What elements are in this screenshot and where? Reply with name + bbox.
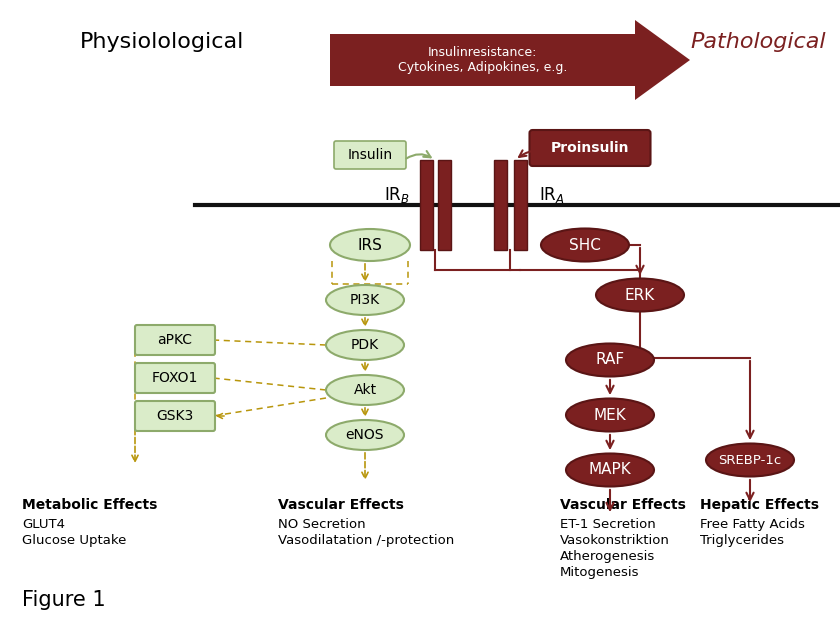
Ellipse shape [566,343,654,376]
Ellipse shape [326,375,404,405]
FancyArrowPatch shape [519,151,558,159]
FancyBboxPatch shape [135,401,215,431]
Text: IR$_B$: IR$_B$ [384,185,410,205]
Text: Vasodilatation /-protection: Vasodilatation /-protection [278,534,454,547]
Text: Figure 1: Figure 1 [22,590,106,610]
Text: GLUT4: GLUT4 [22,518,65,531]
Text: PDK: PDK [351,338,379,352]
Text: Pathological: Pathological [690,32,826,52]
Text: GSK3: GSK3 [156,409,194,423]
FancyArrowPatch shape [407,151,431,159]
Bar [494,160,507,250]
Ellipse shape [326,420,404,450]
Text: MEK: MEK [594,407,627,422]
Polygon shape [330,20,690,100]
Text: Vascular Effects: Vascular Effects [560,498,686,512]
FancyBboxPatch shape [334,141,406,169]
Text: ET-1 Secretion: ET-1 Secretion [560,518,656,531]
Text: SHC: SHC [569,238,601,253]
Text: RAF: RAF [596,353,625,368]
Bar [419,160,433,250]
Ellipse shape [566,399,654,432]
Bar [438,160,450,250]
Text: Hepatic Effects: Hepatic Effects [700,498,819,512]
Ellipse shape [596,279,684,312]
Text: Cytokines, Adipokines, e.g.: Cytokines, Adipokines, e.g. [398,62,567,75]
Text: FOXO1: FOXO1 [152,371,198,385]
FancyBboxPatch shape [135,363,215,393]
Text: IR$_A$: IR$_A$ [539,185,564,205]
Text: aPKC: aPKC [158,333,192,347]
Text: Akt: Akt [354,383,376,397]
Text: SREBP-1c: SREBP-1c [718,453,782,466]
Ellipse shape [566,453,654,486]
Text: MAPK: MAPK [589,463,632,478]
Text: ERK: ERK [625,287,655,302]
Ellipse shape [706,443,794,476]
Text: eNOS: eNOS [346,428,384,442]
Text: Proinsulin: Proinsulin [551,141,629,155]
Text: Glucose Uptake: Glucose Uptake [22,534,126,547]
Bar [513,160,527,250]
Ellipse shape [326,330,404,360]
Text: IRS: IRS [358,238,382,253]
Text: Mitogenesis: Mitogenesis [560,566,639,579]
Text: Vascular Effects: Vascular Effects [278,498,404,512]
Text: Metabolic Effects: Metabolic Effects [22,498,157,512]
Text: Free Fatty Acids: Free Fatty Acids [700,518,805,531]
Text: Vasokonstriktion: Vasokonstriktion [560,534,669,547]
Ellipse shape [326,285,404,315]
FancyBboxPatch shape [135,325,215,355]
Ellipse shape [330,229,410,261]
Text: Insulinresistance:: Insulinresistance: [428,47,538,60]
Ellipse shape [541,228,629,261]
Text: NO Secretion: NO Secretion [278,518,365,531]
FancyBboxPatch shape [529,130,650,166]
Text: PI3K: PI3K [350,293,380,307]
Text: Insulin: Insulin [348,148,392,162]
Text: Physiolological: Physiolological [80,32,244,52]
Text: Atherogenesis: Atherogenesis [560,550,655,563]
Text: Triglycerides: Triglycerides [700,534,784,547]
